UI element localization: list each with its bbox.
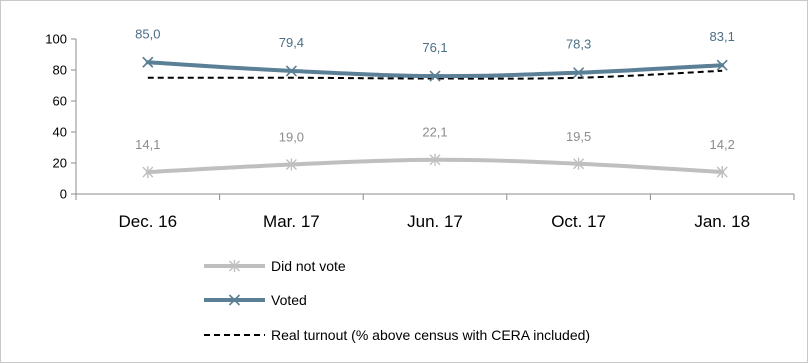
data-point-did-not-vote — [142, 166, 154, 179]
series-line-real-turnout — [147, 69, 723, 80]
data-label-did-not-vote: 19,0 — [279, 130, 304, 145]
axes: 0 20 40 60 80 100 Dec. 16 Mar. 17 Jun. 17 Oct. 17… — [45, 32, 795, 231]
data-point-voted — [716, 59, 728, 71]
x-tick-label: Jan. 18 — [694, 212, 750, 231]
legend-item-real-turnout: Real turnout (% above census with CERA i… — [204, 327, 590, 343]
data-label-did-not-vote: 14,1 — [135, 137, 160, 152]
x-tick-label: Mar. 17 — [263, 212, 320, 231]
data-point-voted — [285, 65, 297, 77]
legend-marker — [229, 260, 240, 272]
legend-item-did-not-vote: Did not vote — [204, 258, 346, 274]
data-label-voted: 76,1 — [422, 40, 447, 55]
data-label-voted: 85,0 — [135, 26, 160, 41]
y-tick-label: 40 — [53, 125, 67, 140]
data-label-voted: 79,4 — [279, 35, 304, 50]
series-line-voted — [145, 60, 725, 79]
data-point-voted — [573, 67, 585, 79]
legend-label: Voted — [271, 292, 307, 308]
data-label-voted: 78,3 — [566, 37, 591, 52]
legend-marker — [228, 294, 241, 306]
data-point-did-not-vote — [573, 157, 585, 170]
y-tick-label: 20 — [53, 156, 67, 171]
data-point-did-not-vote — [716, 165, 728, 178]
legend-label: Did not vote — [271, 258, 346, 274]
y-tick-label: 100 — [45, 32, 67, 47]
data-point-voted — [429, 70, 441, 82]
data-point-did-not-vote — [429, 153, 441, 166]
legend-label: Real turnout (% above census with CERA i… — [271, 327, 590, 343]
y-tick-label: 0 — [60, 187, 67, 202]
series-lines — [142, 56, 728, 179]
x-tick-label: Oct. 17 — [551, 212, 606, 231]
x-tick-label: Dec. 16 — [119, 212, 178, 231]
data-label-did-not-vote: 22,1 — [422, 125, 447, 140]
legend: Did not vote Voted Real turnout (% above c… — [204, 258, 590, 343]
data-label-did-not-vote: 14,2 — [710, 137, 735, 152]
data-label-voted: 83,1 — [710, 29, 735, 44]
data-labels: 14,1 19,0 22,1 19,5 14,2 85,0 79,4 76,1 78,3 83,1 — [135, 26, 735, 152]
x-tick-label: Jun. 17 — [407, 212, 463, 231]
legend-item-voted: Voted — [204, 292, 307, 308]
y-tick-label: 60 — [53, 94, 67, 109]
data-point-voted — [142, 56, 154, 68]
y-tick-label: 80 — [53, 63, 67, 78]
data-point-did-not-vote — [285, 158, 297, 171]
data-label-did-not-vote: 19,5 — [566, 129, 591, 144]
